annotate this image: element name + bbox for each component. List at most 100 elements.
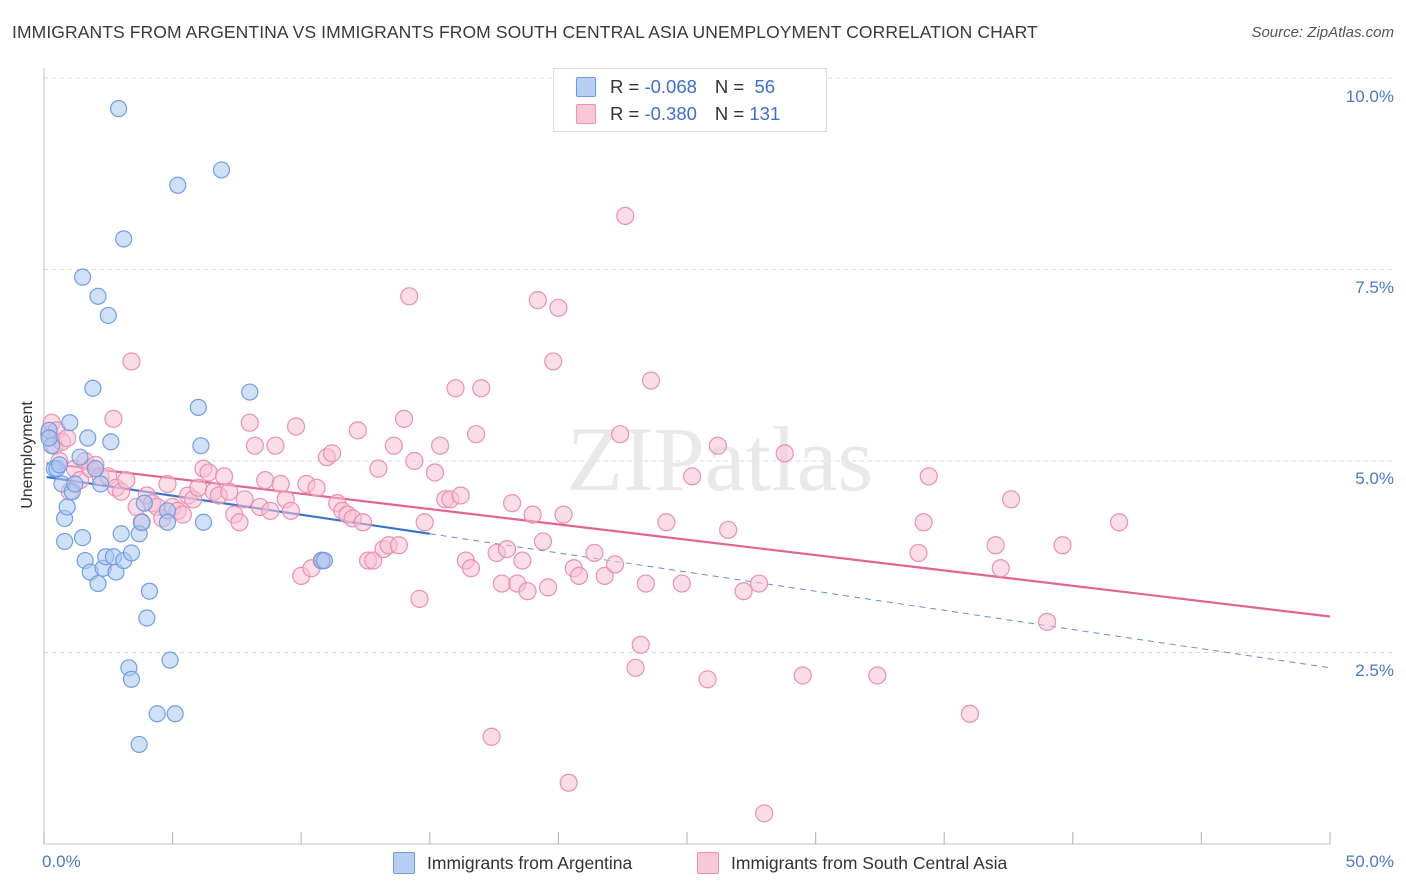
- data-point-south-central-asia: [657, 513, 676, 532]
- data-point-south-central-asia: [364, 551, 383, 570]
- data-point-argentina: [241, 383, 259, 401]
- data-point-south-central-asia: [793, 666, 812, 685]
- data-point-south-central-asia: [410, 589, 429, 608]
- data-point-south-central-asia: [986, 536, 1005, 555]
- data-point-south-central-asia: [400, 287, 419, 306]
- data-point-south-central-asia: [549, 298, 568, 317]
- data-point-argentina: [169, 176, 187, 194]
- data-point-south-central-asia: [286, 417, 306, 436]
- legend-swatch-blue: [576, 77, 596, 97]
- data-point-argentina: [86, 460, 105, 478]
- series-argentina-points: [40, 100, 333, 754]
- data-point-south-central-asia: [605, 555, 625, 574]
- data-point-argentina: [158, 513, 177, 531]
- data-point-south-central-asia: [104, 409, 123, 428]
- data-point-argentina: [315, 551, 333, 570]
- x-tick-label: 50.0%: [1345, 852, 1394, 871]
- data-point-south-central-asia: [909, 543, 928, 563]
- data-point-south-central-asia: [719, 520, 738, 540]
- data-point-south-central-asia: [569, 566, 589, 586]
- data-point-south-central-asia: [415, 513, 434, 532]
- bottom-legend-argentina: Immigrants from Argentina: [393, 852, 632, 874]
- data-point-south-central-asia: [544, 352, 563, 371]
- data-point-argentina: [140, 582, 159, 600]
- data-point-south-central-asia: [220, 482, 239, 501]
- data-point-south-central-asia: [698, 670, 717, 689]
- grid-lines: [44, 77, 1392, 653]
- data-point-south-central-asia: [616, 206, 635, 225]
- data-point-south-central-asia: [755, 804, 774, 823]
- data-point-south-central-asia: [58, 428, 77, 448]
- data-point-south-central-asia: [641, 371, 661, 390]
- data-point-argentina: [91, 475, 110, 493]
- data-point-argentina: [73, 528, 92, 547]
- data-point-south-central-asia: [868, 666, 887, 685]
- r-value: -0.380: [644, 103, 697, 124]
- data-point-south-central-asia: [595, 566, 614, 586]
- data-point-argentina: [115, 230, 133, 248]
- data-point-south-central-asia: [425, 463, 445, 482]
- data-point-argentina: [84, 379, 102, 397]
- data-point-argentina: [166, 705, 184, 723]
- data-point-south-central-asia: [1001, 490, 1021, 509]
- data-point-south-central-asia: [173, 505, 192, 524]
- data-point-south-central-asia: [271, 474, 290, 494]
- data-point-south-central-asia: [240, 413, 259, 432]
- legend-swatch-pink: [576, 104, 596, 124]
- trend-line-argentina-extension: [429, 533, 1331, 669]
- data-point-argentina: [192, 437, 210, 455]
- y-tick-label: 10.0%: [1345, 87, 1394, 106]
- data-point-argentina: [58, 498, 76, 516]
- data-point-south-central-asia: [235, 490, 254, 509]
- data-point-south-central-asia: [683, 467, 702, 486]
- data-point-south-central-asia: [430, 436, 450, 455]
- data-point-south-central-asia: [261, 501, 280, 520]
- data-point-argentina: [99, 306, 117, 325]
- source-credit: Source: ZipAtlas.com: [1251, 24, 1394, 41]
- series-south-central-asia-points: [40, 206, 1129, 823]
- data-point-south-central-asia: [708, 436, 727, 455]
- data-point-south-central-asia: [307, 478, 326, 497]
- chart-title: IMMIGRANTS FROM ARGENTINA VS IMMIGRANTS …: [12, 22, 1038, 42]
- bottom-legend-south-central-asia: Immigrants from South Central Asia: [697, 852, 1007, 874]
- data-point-argentina: [79, 429, 97, 447]
- data-point-south-central-asia: [214, 467, 234, 486]
- data-point-south-central-asia: [914, 513, 933, 532]
- data-point-argentina: [40, 429, 58, 447]
- data-point-south-central-asia: [775, 444, 794, 463]
- data-point-south-central-asia: [1037, 612, 1057, 631]
- data-point-argentina: [89, 287, 107, 305]
- data-point-south-central-asia: [230, 513, 249, 532]
- data-point-argentina: [133, 513, 151, 531]
- data-point-argentina: [109, 100, 128, 118]
- data-point-argentina: [194, 513, 213, 531]
- data-point-south-central-asia: [960, 704, 980, 723]
- y-tick-label: 7.5%: [1355, 278, 1394, 297]
- r-label: R =: [610, 103, 640, 124]
- legend-label: Immigrants from Argentina: [427, 852, 633, 873]
- data-point-south-central-asia: [919, 467, 938, 486]
- correlation-legend: R = -0.068 N = 56 R = -0.380 N = 131: [553, 68, 827, 132]
- data-point-south-central-asia: [518, 582, 537, 601]
- data-point-south-central-asia: [122, 352, 141, 371]
- data-point-argentina: [138, 609, 156, 627]
- n-label: N =: [714, 103, 745, 124]
- y-tick-label: 5.0%: [1355, 469, 1394, 488]
- data-point-south-central-asia: [348, 421, 367, 440]
- data-point-south-central-asia: [497, 539, 517, 559]
- data-point-south-central-asia: [353, 513, 373, 532]
- data-point-south-central-asia: [611, 425, 630, 444]
- data-point-south-central-asia: [559, 773, 578, 792]
- r-value: -0.068: [644, 76, 697, 97]
- data-point-south-central-asia: [405, 451, 424, 471]
- data-point-argentina: [66, 475, 84, 493]
- data-point-argentina: [71, 448, 89, 466]
- data-point-south-central-asia: [466, 425, 486, 444]
- data-point-south-central-asia: [389, 536, 409, 555]
- data-point-south-central-asia: [533, 532, 553, 551]
- data-point-south-central-asia: [256, 471, 275, 490]
- data-point-south-central-asia: [1053, 536, 1072, 555]
- data-point-argentina: [189, 398, 207, 416]
- data-point-south-central-asia: [523, 505, 542, 524]
